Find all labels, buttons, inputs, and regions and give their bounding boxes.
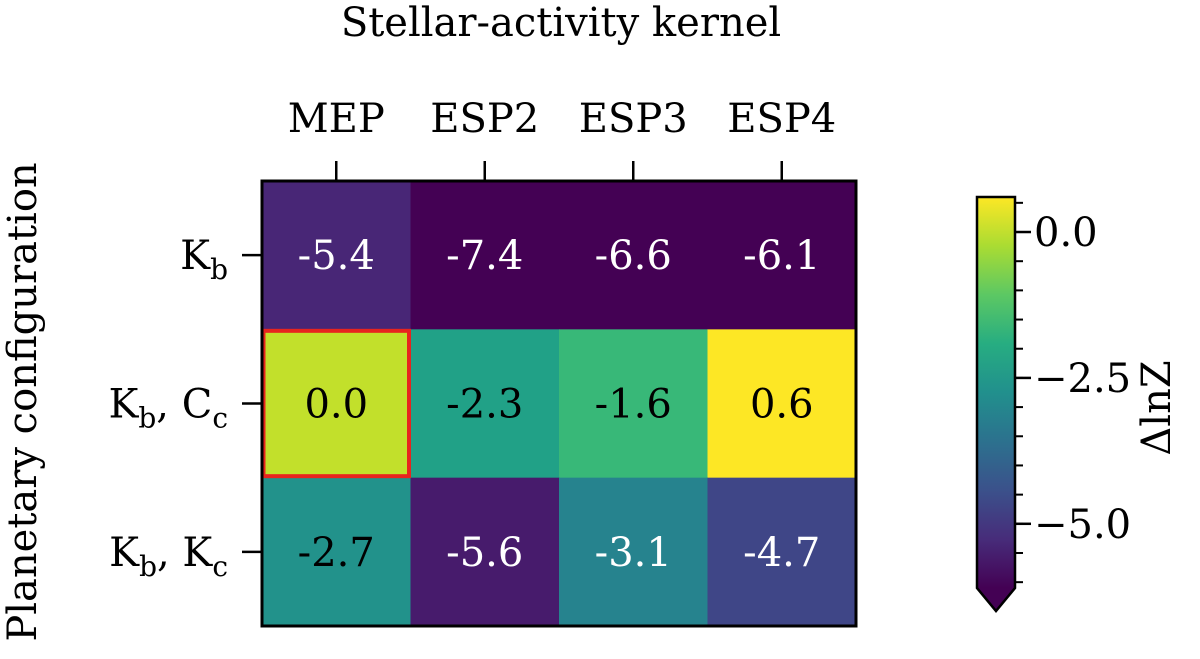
colorbar-gradient xyxy=(977,197,1015,588)
colorbar-outline xyxy=(975,195,1017,613)
plot-frame xyxy=(260,179,858,628)
colorbar-label: ΔlnZ xyxy=(1134,360,1180,455)
x-tick-label: MEP xyxy=(288,96,385,142)
cell-value-label: -5.6 xyxy=(446,530,523,576)
heatmap-cell-labels: -5.4 -7.4 -6.6 -6.1 0.0 -2.3 -1.6 0.6 -2.7 -5.6 -3… xyxy=(298,233,821,576)
y-tick-label: Kb, Cc xyxy=(108,382,228,435)
cell-value-label: -6.1 xyxy=(743,233,820,279)
cell-value-label: -4.7 xyxy=(743,530,820,576)
heatmap-cell xyxy=(559,329,708,479)
heatmap-cell xyxy=(262,329,411,479)
x-axis-ticks: MEP ESP2 ESP3 ESP4 xyxy=(288,96,836,181)
colorbar-tick-label: 0.0 xyxy=(1034,210,1098,256)
cell-value-label: 0.6 xyxy=(750,382,814,428)
heatmap-cell xyxy=(410,181,560,330)
heatmap-cell xyxy=(410,329,560,479)
cell-value-label: -7.4 xyxy=(446,233,523,279)
heatmap-cell xyxy=(559,477,708,627)
colorbar-extend-min-arrow xyxy=(977,588,1015,611)
heatmap-cell xyxy=(262,181,411,330)
heatmap-cell xyxy=(707,329,857,479)
y-axis-ticks: Kb Kb, Cc Kb, Kc xyxy=(108,233,262,583)
colorbar-tick-label: −2.5 xyxy=(1034,356,1131,402)
y-tick-label: Kb xyxy=(180,233,228,286)
y-tick-label: Kb, Kc xyxy=(109,530,228,583)
heatmap-cell xyxy=(707,181,857,330)
colorbar: 0.0 −2.5 −5.0 ΔlnZ xyxy=(975,195,1180,613)
heatmap-cell xyxy=(410,477,560,627)
heatmap-cell xyxy=(559,181,708,330)
cell-value-label: -2.3 xyxy=(446,382,523,428)
colorbar-ticks: 0.0 −2.5 −5.0 xyxy=(1015,201,1131,584)
heatmap-cell xyxy=(262,477,411,627)
x-tick-label: ESP3 xyxy=(579,96,688,142)
x-tick-label: ESP2 xyxy=(430,96,539,142)
cell-value-label: -6.6 xyxy=(595,233,672,279)
heatmap-cell xyxy=(707,477,857,627)
y-axis-label: Planetary configuration xyxy=(0,162,46,641)
chart-title: Stellar-activity kernel xyxy=(341,0,781,46)
colorbar-tick-label: −5.0 xyxy=(1034,502,1131,548)
cell-value-label: -1.6 xyxy=(595,382,672,428)
x-tick-label: ESP4 xyxy=(727,96,836,142)
heatmap-cells xyxy=(261,181,857,627)
cell-value-label: -3.1 xyxy=(595,530,672,576)
cell-value-label: 0.0 xyxy=(304,382,368,428)
cell-value-label: -5.4 xyxy=(298,233,375,279)
cell-value-label: -2.7 xyxy=(298,530,375,576)
